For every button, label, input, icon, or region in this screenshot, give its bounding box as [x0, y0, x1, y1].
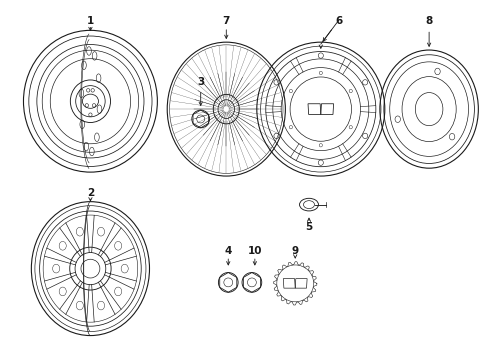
- Text: 4: 4: [224, 246, 232, 256]
- Text: 7: 7: [222, 15, 230, 26]
- Text: 10: 10: [247, 246, 262, 256]
- Text: 1: 1: [87, 15, 94, 26]
- Text: 5: 5: [305, 222, 313, 232]
- Text: 9: 9: [292, 246, 299, 256]
- Text: 8: 8: [425, 15, 433, 26]
- Text: 3: 3: [197, 77, 204, 86]
- Text: 6: 6: [335, 15, 342, 26]
- Text: 2: 2: [87, 188, 94, 198]
